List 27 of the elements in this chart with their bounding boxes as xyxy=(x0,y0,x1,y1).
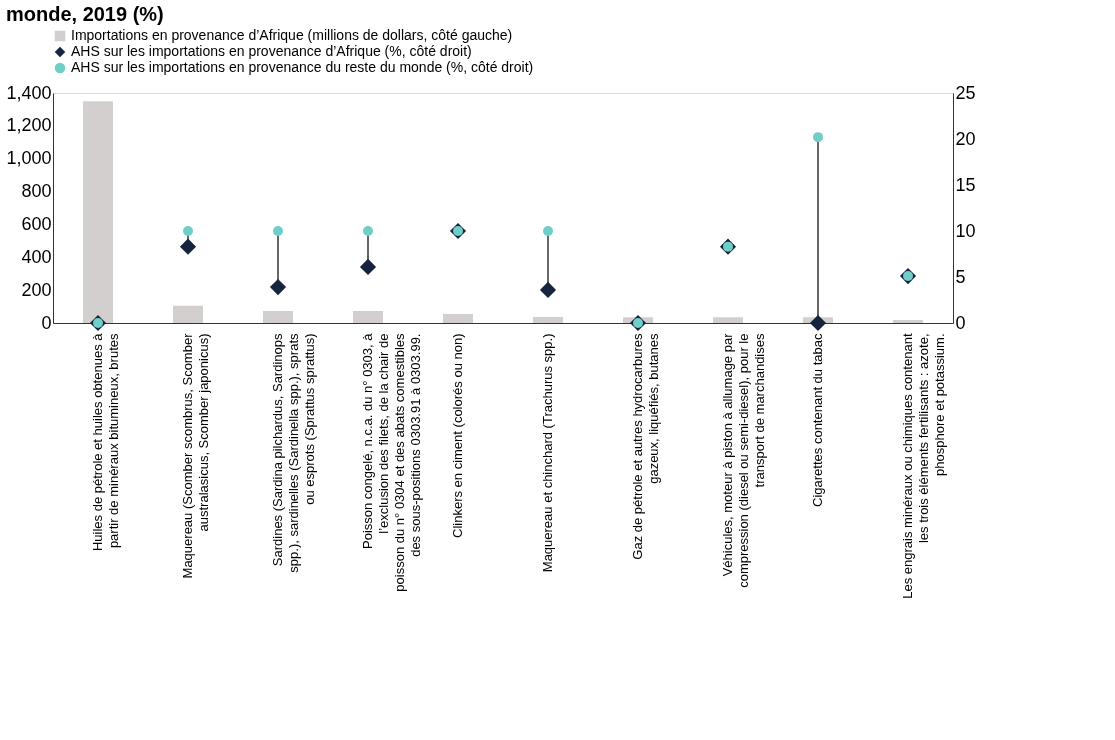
chart-title: monde, 2019 (%) xyxy=(5,3,164,25)
x-tick-label: Cigarettes contenant du tabac xyxy=(810,333,825,507)
x-tick-label: Maquereau (Scomber scombrus, Scomber australasicus, Scomber japonicus) xyxy=(180,332,211,579)
y-tick-label: 800 xyxy=(21,181,52,202)
y-tick-label: 1,400 xyxy=(6,82,52,103)
x-tick-label: Maquereau et chinchard (Trachurus spp.) xyxy=(540,333,555,573)
y2-tick-label: 15 xyxy=(955,174,976,195)
x-tick-label: Poisson congelé, n.c.a. du n° 0303, à l’exclusion des filets, de la chair de poisson du n° 0304 et des abats comestibles des sous-positions 0303.91 à 0303.99. xyxy=(360,332,423,592)
y-tick-label: 1,000 xyxy=(6,148,52,169)
x-tick-label: Les engrais minéraux ou chimiques contenant les trois éléments fertilisants : azote, phosphore et potassium. xyxy=(900,333,947,599)
y2-tick-label: 25 xyxy=(955,82,976,103)
legend-label: AHS sur les importations en provenance d’Afrique (%, côté droit) xyxy=(71,43,472,59)
y2-tick-label: 20 xyxy=(955,128,976,149)
y-tick-label: 200 xyxy=(21,279,52,300)
x-tick-label: Sardines (Sardina pilchardus, Sardinops spp.), sardinelles (Sardinella spp.), sprats ou esprots (Sprattus sprattus) xyxy=(270,333,317,573)
y-tick-label: 400 xyxy=(21,246,52,267)
x-tick-label: Clinkers en ciment (colorés ou non) xyxy=(450,333,465,538)
legend-label: Importations en provenance d’Afrique (millions de dollars, côté gauche) xyxy=(71,27,513,43)
y-tick-label: 600 xyxy=(21,213,52,234)
x-tick-label: Gaz de pétrole et autres hydrocarbures gazeux, liquéfiés, butanes xyxy=(630,333,661,560)
x-tick-label: Huiles de pétrole et huiles obtenues à partir de minéraux bitumineux, brutes xyxy=(90,332,121,552)
y2-tick-label: 0 xyxy=(955,312,966,333)
y2-tick-label: 5 xyxy=(955,266,966,287)
legend-label: AHS sur les importations en provenance du reste du monde (%, côté droit) xyxy=(71,59,534,75)
y-tick-label: 0 xyxy=(41,312,52,333)
y-tick-label: 1,200 xyxy=(6,115,52,136)
y2-tick-label: 10 xyxy=(955,220,976,241)
